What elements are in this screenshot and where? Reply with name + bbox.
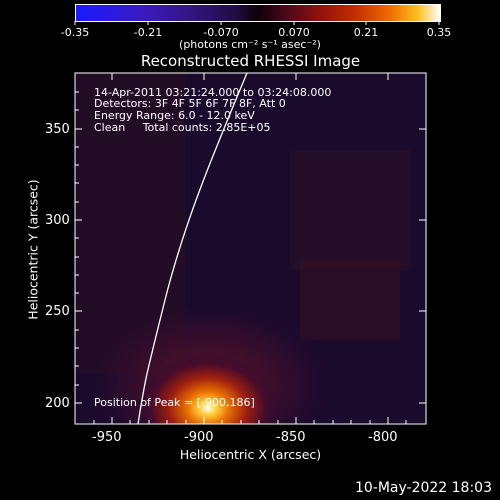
info-detectors: Detectors: 3F 4F 5F 6F 7F 8F, Att 0 [94,97,286,110]
x-tick-label: -850 [276,430,306,445]
info-clean-counts: Clean Total counts: 2.85E+05 [94,121,271,134]
y-tick-label: 350 [45,122,70,137]
plot-frame [74,72,427,425]
y-axis-label: Heliocentric Y (arcsec) [25,179,41,320]
colorbar-tick-label: 0.070 [278,26,310,39]
colorbar-tick-label: -0.070 [203,26,239,39]
solar-limb-line [137,73,248,424]
colorbar-tick-label: -0.35 [60,26,90,39]
x-tick-label: -950 [92,430,122,445]
x-tick-label: -800 [368,430,398,445]
y-tick-label: 250 [45,304,70,319]
plot-title: Reconstructed RHESSI Image [140,52,361,70]
colorbar-tick-label: 0.35 [426,26,452,39]
x-axis-label: Heliocentric X (arcsec) [179,447,322,462]
y-axis-ticks [75,91,426,404]
y-tick-label: 300 [45,213,70,228]
peak-emission-source [138,353,278,424]
info-energy-range: Energy Range: 6.0 - 12.0 keV [94,109,255,122]
x-tick-label: -900 [184,430,214,445]
colorbar-tick-label: 0.21 [353,26,379,39]
colorbar-units-label: (photons cm⁻² s⁻¹ asec⁻²) [179,38,321,51]
y-tick-label: 200 [45,396,70,411]
colorbar-tick-label: -0.21 [133,26,163,39]
info-time-range: 14-Apr-2011 03:21:24.000 to 03:24:08.000 [94,86,332,99]
plot-timestamp: 10-May-2022 18:03 [354,480,492,496]
x-axis-ticks [93,73,407,424]
peak-position-label: Position of Peak = [-900,186] [94,396,255,409]
colorbar [75,4,441,22]
